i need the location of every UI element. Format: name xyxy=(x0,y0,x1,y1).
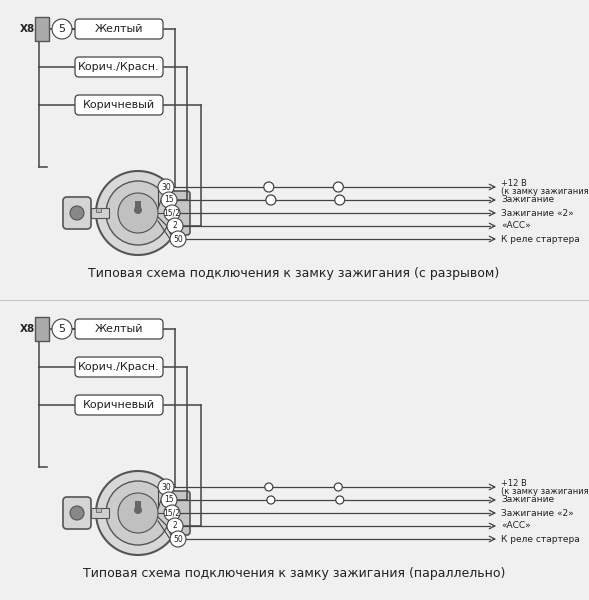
Circle shape xyxy=(333,182,343,192)
Circle shape xyxy=(118,493,158,533)
FancyBboxPatch shape xyxy=(75,19,163,39)
Text: 2: 2 xyxy=(173,221,177,230)
Text: К реле стартера: К реле стартера xyxy=(501,235,580,244)
Text: 30: 30 xyxy=(161,182,171,191)
Text: (к замку зажигания): (к замку зажигания) xyxy=(501,487,589,497)
Text: Зажигание «2»: Зажигание «2» xyxy=(501,509,574,517)
Text: Желтый: Желтый xyxy=(95,24,143,34)
Text: 2: 2 xyxy=(173,521,177,530)
Circle shape xyxy=(96,171,180,255)
Text: X8: X8 xyxy=(20,324,35,334)
Text: Зажигание: Зажигание xyxy=(501,496,554,505)
Text: Коричневый: Коричневый xyxy=(83,400,155,410)
Text: Типовая схема подключения к замку зажигания (с разрывом): Типовая схема подключения к замку зажига… xyxy=(88,266,499,280)
Circle shape xyxy=(96,471,180,555)
FancyBboxPatch shape xyxy=(75,395,163,415)
Text: «АСС»: «АСС» xyxy=(501,221,531,230)
Text: 50: 50 xyxy=(173,235,183,244)
Text: 15: 15 xyxy=(164,496,174,505)
Text: 5: 5 xyxy=(58,24,65,34)
Circle shape xyxy=(158,179,174,195)
Circle shape xyxy=(164,505,180,521)
Text: Корич./Красн.: Корич./Красн. xyxy=(78,362,160,372)
Text: К реле стартера: К реле стартера xyxy=(501,535,580,544)
FancyBboxPatch shape xyxy=(75,319,163,339)
Circle shape xyxy=(52,319,72,339)
FancyBboxPatch shape xyxy=(75,95,163,115)
Text: 50: 50 xyxy=(173,535,183,544)
Bar xyxy=(35,317,49,341)
Circle shape xyxy=(70,506,84,520)
FancyBboxPatch shape xyxy=(63,197,91,229)
Text: «АСС»: «АСС» xyxy=(501,521,531,530)
Circle shape xyxy=(170,231,186,247)
Text: Желтый: Желтый xyxy=(95,324,143,334)
Circle shape xyxy=(106,181,170,245)
Text: Типовая схема подключения к замку зажигания (параллельно): Типовая схема подключения к замку зажига… xyxy=(83,566,505,580)
Bar xyxy=(35,17,49,41)
Circle shape xyxy=(167,518,183,534)
Text: 15/2: 15/2 xyxy=(164,509,180,517)
Bar xyxy=(91,508,109,518)
Circle shape xyxy=(161,492,177,508)
Circle shape xyxy=(52,19,72,39)
Text: Зажигание «2»: Зажигание «2» xyxy=(501,208,574,217)
Text: Коричневый: Коричневый xyxy=(83,100,155,110)
Circle shape xyxy=(118,193,158,233)
Circle shape xyxy=(167,218,183,234)
Bar xyxy=(96,508,101,512)
FancyBboxPatch shape xyxy=(75,57,163,77)
Circle shape xyxy=(70,206,84,220)
Circle shape xyxy=(336,496,344,504)
Text: +12 В: +12 В xyxy=(501,179,527,187)
Text: Корич./Красн.: Корич./Красн. xyxy=(78,62,160,72)
Circle shape xyxy=(264,182,274,192)
Text: 15: 15 xyxy=(164,196,174,205)
Text: +12 В: +12 В xyxy=(501,479,527,487)
Text: (к замку зажигания): (к замку зажигания) xyxy=(501,187,589,196)
FancyBboxPatch shape xyxy=(75,357,163,377)
Text: 15/2: 15/2 xyxy=(164,208,180,217)
Circle shape xyxy=(170,531,186,547)
Bar xyxy=(135,201,141,211)
Circle shape xyxy=(164,205,180,221)
FancyBboxPatch shape xyxy=(170,191,190,235)
Text: Зажигание: Зажигание xyxy=(501,196,554,205)
Circle shape xyxy=(335,483,342,491)
Text: 30: 30 xyxy=(161,482,171,491)
FancyBboxPatch shape xyxy=(170,491,190,535)
Circle shape xyxy=(266,195,276,205)
Circle shape xyxy=(158,479,174,495)
Text: X8: X8 xyxy=(20,24,35,34)
Circle shape xyxy=(265,483,273,491)
Bar xyxy=(135,501,141,511)
Circle shape xyxy=(106,481,170,545)
Circle shape xyxy=(161,192,177,208)
Circle shape xyxy=(134,206,142,214)
Circle shape xyxy=(335,195,345,205)
FancyBboxPatch shape xyxy=(63,497,91,529)
Text: 5: 5 xyxy=(58,324,65,334)
Bar xyxy=(91,208,109,218)
Circle shape xyxy=(267,496,275,504)
Bar xyxy=(96,208,101,212)
Circle shape xyxy=(134,506,142,514)
